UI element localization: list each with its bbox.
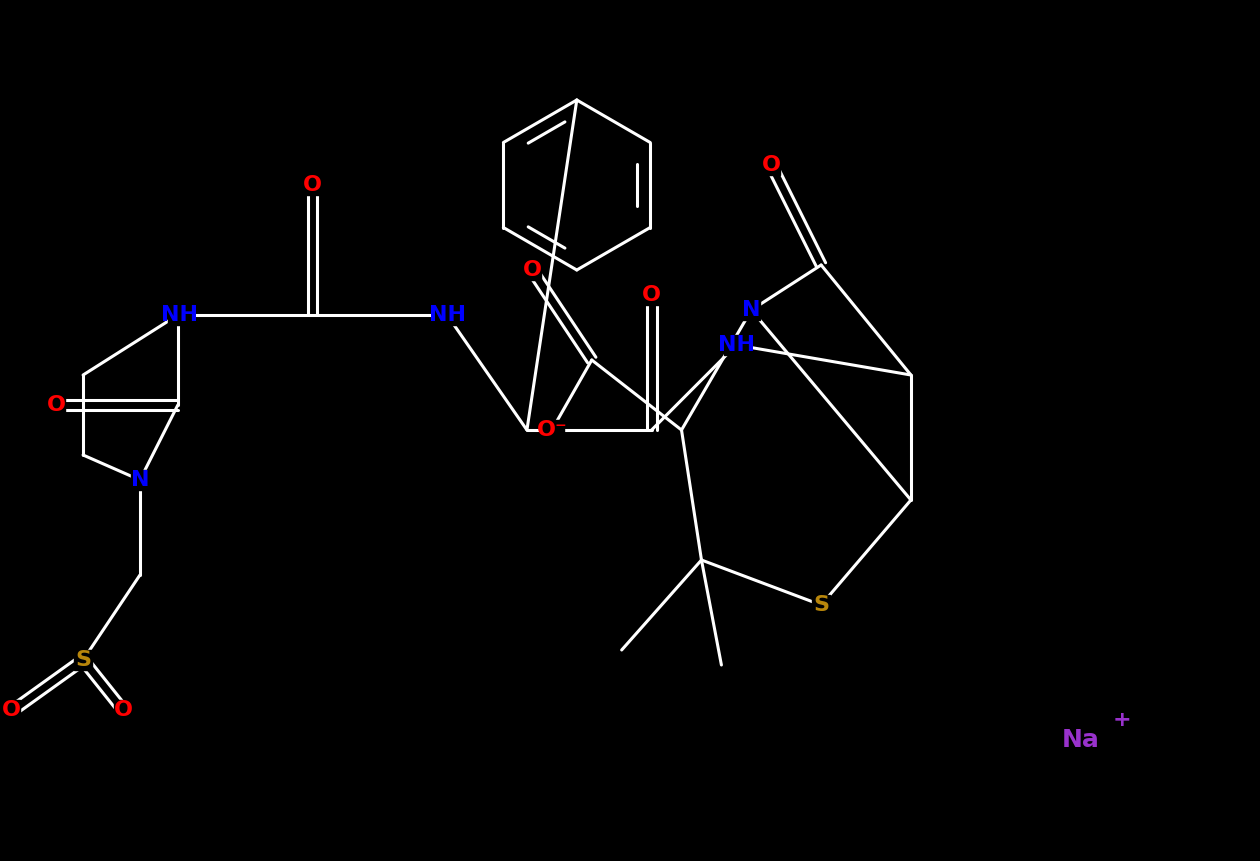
Bar bbox=[304, 175, 321, 195]
Text: O: O bbox=[643, 285, 662, 305]
Bar bbox=[523, 260, 541, 280]
Bar bbox=[762, 155, 780, 175]
Bar bbox=[113, 700, 132, 720]
Bar bbox=[131, 470, 149, 490]
Text: NH: NH bbox=[161, 305, 198, 325]
Text: O: O bbox=[1, 700, 20, 720]
Text: S: S bbox=[813, 595, 829, 615]
Bar bbox=[643, 285, 660, 305]
Text: O: O bbox=[47, 395, 66, 415]
Bar bbox=[168, 305, 192, 325]
Text: NH: NH bbox=[718, 335, 755, 355]
Bar bbox=[724, 335, 748, 355]
Text: N: N bbox=[742, 300, 761, 320]
Text: N: N bbox=[131, 470, 149, 490]
Text: NH: NH bbox=[428, 305, 466, 325]
Bar bbox=[1068, 730, 1092, 750]
Text: O⁻: O⁻ bbox=[537, 420, 567, 440]
Bar bbox=[435, 305, 459, 325]
Text: Na: Na bbox=[1061, 728, 1100, 752]
Bar bbox=[74, 650, 92, 670]
Text: O: O bbox=[523, 260, 542, 280]
Text: O: O bbox=[302, 175, 323, 195]
Text: O: O bbox=[762, 155, 781, 175]
Bar bbox=[3, 700, 20, 720]
Text: +: + bbox=[1113, 710, 1131, 730]
Text: S: S bbox=[76, 650, 91, 670]
Bar bbox=[813, 595, 830, 615]
Text: O: O bbox=[113, 700, 132, 720]
Bar bbox=[742, 300, 760, 320]
Bar bbox=[47, 395, 66, 415]
Bar bbox=[539, 420, 563, 440]
